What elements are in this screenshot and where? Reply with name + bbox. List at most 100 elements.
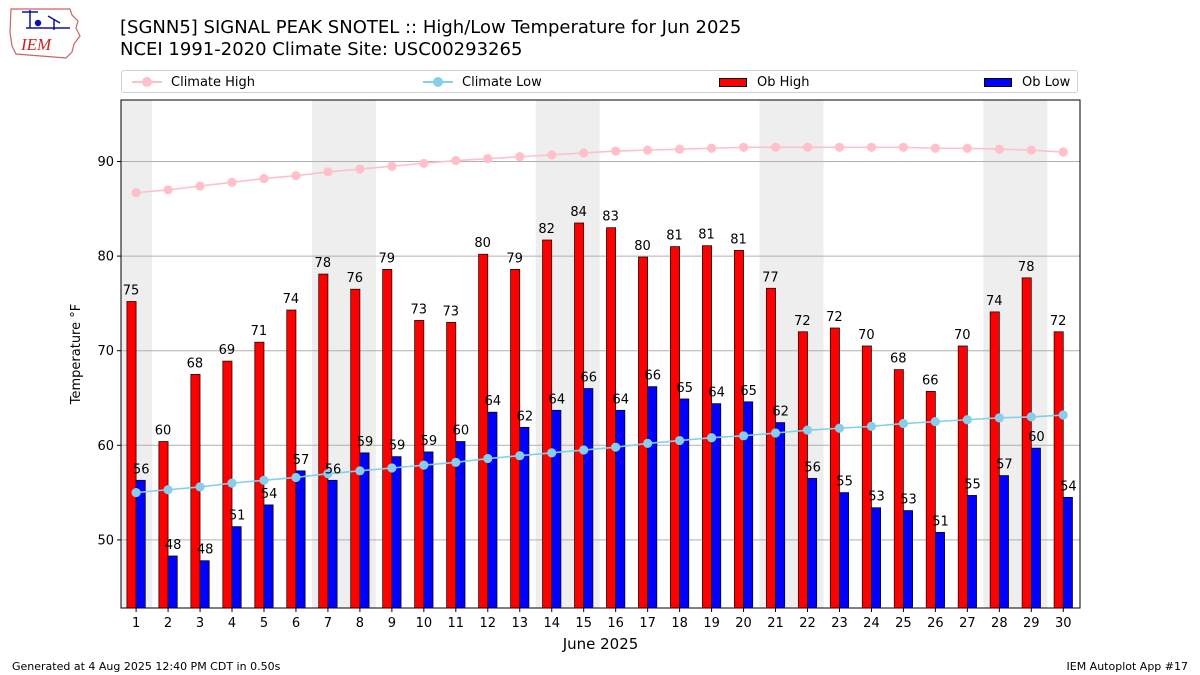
weekend-band-day-21 — [759, 100, 792, 608]
bar-ob-low-day-14 — [551, 409, 562, 609]
bar-ob-high-day-2 — [158, 441, 169, 609]
label-ob-high-day-28: 74 — [986, 294, 1003, 309]
legend-item-climate-low: Climate Low — [423, 74, 542, 90]
label-ob-low-day-7: 56 — [325, 462, 342, 477]
point-climate-high-day-1 — [131, 188, 141, 198]
label-ob-low-day-4: 51 — [229, 509, 246, 524]
point-climate-low-day-5 — [259, 475, 269, 485]
label-ob-high-day-13: 79 — [506, 251, 523, 266]
bar-ob-high-day-15 — [574, 222, 585, 609]
y-tick-label-70: 70 — [97, 344, 114, 359]
label-ob-high-day-11: 73 — [442, 304, 459, 319]
x-tick-label-24: 24 — [863, 616, 880, 631]
x-tick-label-25: 25 — [895, 616, 912, 631]
point-climate-low-day-15 — [579, 445, 589, 455]
label-ob-high-day-30: 72 — [1050, 314, 1067, 329]
point-climate-high-day-24 — [866, 142, 877, 152]
weekend-bands — [121, 100, 1048, 608]
bar-ob-high-day-20 — [734, 250, 744, 609]
label-ob-low-day-27: 55 — [964, 477, 981, 492]
bar-ob-low-day-2 — [167, 555, 178, 609]
bar-ob-low-day-9 — [391, 456, 402, 609]
x-tick-label-19: 19 — [703, 616, 720, 631]
point-climate-low-day-9 — [387, 463, 397, 473]
point-climate-high-day-10 — [419, 158, 429, 168]
label-ob-high-day-6: 74 — [283, 292, 300, 307]
point-climate-high-day-23 — [834, 142, 845, 152]
point-climate-high-day-27 — [962, 143, 972, 153]
line-climate-low — [136, 414, 1064, 494]
bar-ob-low-day-7 — [327, 479, 338, 609]
x-tick-label-30: 30 — [1055, 616, 1072, 631]
point-climate-high-day-18 — [675, 144, 685, 154]
x-tick-label-17: 17 — [639, 616, 656, 631]
y-tick-label-90: 90 — [97, 155, 114, 170]
label-ob-high-day-27: 70 — [954, 328, 971, 343]
bar-ob-high-day-28 — [989, 311, 1000, 609]
label-ob-high-day-9: 79 — [378, 251, 395, 266]
iowa-outline-icon — [9, 8, 81, 59]
footer-generated: Generated at 4 Aug 2025 12:40 PM CDT in … — [12, 660, 281, 673]
x-tick-label-18: 18 — [671, 616, 688, 631]
x-axis-label: June 2025 — [562, 635, 639, 653]
label-ob-high-day-20: 81 — [730, 232, 747, 247]
label-ob-low-day-16: 64 — [613, 392, 630, 407]
x-tick-label-3: 3 — [196, 616, 204, 631]
bar-ob-high-day-17 — [638, 256, 648, 609]
bars — [126, 222, 1073, 609]
label-ob-low-day-10: 59 — [421, 434, 438, 449]
bar-ob-low-day-23 — [839, 492, 850, 609]
bar-ob-high-day-1 — [126, 301, 137, 609]
bar-ob-low-day-8 — [359, 452, 370, 609]
y-axis-label: Temperature °F — [69, 304, 84, 405]
bar-ob-high-day-27 — [957, 345, 968, 609]
label-ob-low-day-5: 54 — [261, 487, 278, 502]
legend-item-climate-high: Climate High — [132, 74, 255, 90]
point-climate-high-day-28 — [994, 144, 1004, 154]
point-climate-high-day-12 — [483, 154, 493, 164]
bar-ob-high-day-24 — [861, 345, 872, 609]
label-ob-low-day-30: 54 — [1060, 479, 1077, 494]
point-climate-low-day-7 — [323, 469, 333, 479]
x-tick-label-23: 23 — [831, 616, 848, 631]
point-climate-high-day-20 — [738, 142, 749, 152]
bar-ob-low-day-24 — [871, 507, 881, 609]
label-ob-high-day-23: 72 — [826, 310, 843, 325]
point-climate-high-day-29 — [1026, 145, 1036, 155]
point-climate-high-day-30 — [1058, 147, 1068, 157]
point-climate-low-day-11 — [451, 457, 461, 467]
point-climate-high-day-25 — [898, 142, 909, 152]
label-ob-high-day-22: 72 — [794, 314, 811, 329]
weekend-band-day-29 — [1015, 100, 1048, 608]
x-tick-label-27: 27 — [959, 616, 976, 631]
label-ob-high-day-14: 82 — [538, 222, 555, 237]
point-climate-high-day-17 — [643, 145, 653, 155]
chart-subtitle: NCEI 1991-2020 Climate Site: USC00293265 — [120, 39, 523, 60]
label-ob-high-day-5: 71 — [251, 324, 268, 339]
bar-ob-high-day-23 — [829, 327, 840, 609]
point-climate-low-day-1 — [131, 487, 141, 498]
plot-frame — [120, 99, 1081, 609]
bar-ob-low-day-15 — [583, 388, 594, 609]
iem-logo: IEM — [9, 8, 81, 59]
point-climate-low-day-19 — [706, 433, 717, 443]
point-climate-high-day-3 — [195, 181, 205, 191]
label-ob-high-day-12: 80 — [474, 236, 491, 251]
point-climate-low-day-29 — [1026, 412, 1036, 422]
bar-ob-low-day-19 — [711, 403, 722, 609]
point-climate-high-day-2 — [163, 185, 173, 195]
label-ob-low-day-22: 56 — [804, 460, 821, 475]
bar-ob-high-day-5 — [254, 341, 265, 609]
label-ob-high-day-26: 66 — [922, 373, 939, 388]
bar-ob-low-day-1 — [135, 479, 146, 609]
bar-ob-high-day-19 — [702, 245, 712, 609]
x-tick-label-16: 16 — [607, 616, 624, 631]
point-climate-high-day-16 — [611, 146, 621, 156]
climate-low-swatch — [423, 74, 453, 90]
bar-ob-low-day-20 — [743, 401, 754, 609]
bar-ob-low-day-17 — [647, 386, 658, 609]
label-ob-high-day-29: 78 — [1018, 260, 1035, 275]
point-climate-high-day-21 — [770, 142, 781, 152]
label-ob-high-day-1: 75 — [123, 283, 140, 298]
